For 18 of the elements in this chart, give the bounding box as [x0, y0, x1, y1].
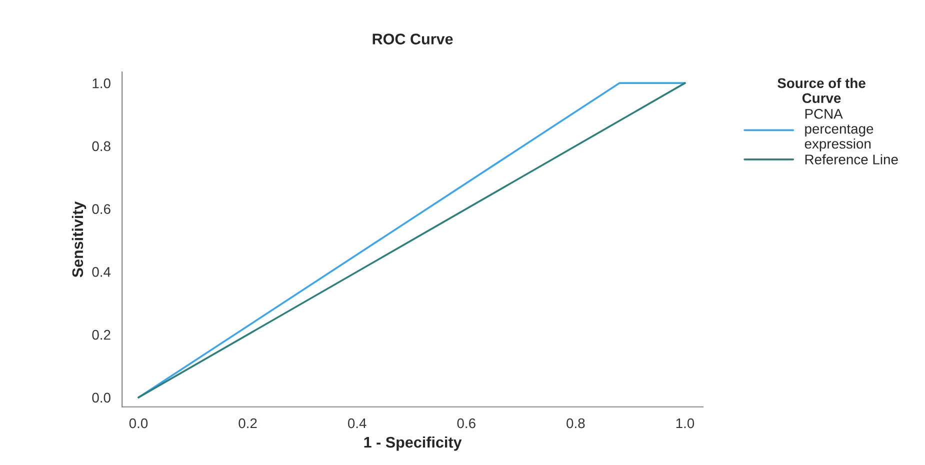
x-tick-label: 0.2: [238, 418, 257, 428]
y-tick-label: 0.6: [92, 204, 110, 214]
y-tick-label: 1.0: [92, 78, 110, 88]
x-tick-label: 1.0: [676, 418, 694, 428]
x-tick-label: 0.6: [457, 418, 476, 428]
legend-label: PCNA percentage expression: [804, 108, 874, 152]
y-axis-title: Sensitivity: [72, 201, 86, 278]
x-tick-label: 0.0: [129, 418, 148, 428]
y-tick-label: 0.4: [92, 267, 111, 277]
legend-label: Reference Line: [805, 154, 898, 164]
y-tick-label: 0.0: [92, 392, 110, 403]
x-tick-label: 0.8: [566, 418, 585, 428]
y-tick-label: 0.8: [92, 141, 110, 152]
x-tick-label: 0.4: [348, 418, 366, 428]
legend-title: Source of the Curve: [778, 78, 866, 104]
x-axis-title: 1 - Specificity: [364, 436, 462, 451]
y-tick-label: 0.2: [92, 330, 110, 340]
chart-title: ROC Curve: [372, 34, 453, 44]
